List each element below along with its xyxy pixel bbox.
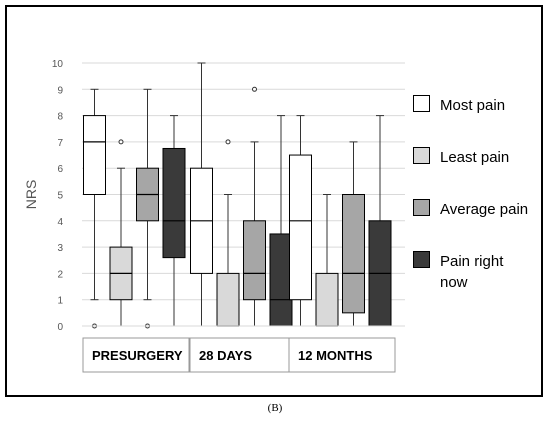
legend-swatch	[413, 95, 430, 112]
y-tick-label: 0	[57, 322, 63, 333]
y-tick-label: 3	[57, 243, 63, 254]
y-tick-label: 1	[57, 296, 63, 307]
category-label-box	[288, 337, 396, 373]
legend-swatch	[413, 199, 430, 216]
legend-item-most-pain: Most pain	[413, 95, 535, 116]
y-tick-label: 9	[57, 85, 63, 96]
y-tick-label: 4	[57, 217, 63, 228]
category-label: PRESURGERY	[92, 348, 183, 363]
outlier-point	[252, 86, 257, 92]
box	[269, 233, 293, 327]
legend-label: Most pain	[440, 97, 506, 114]
box	[83, 115, 106, 195]
legend-item-least-pain: Least pain	[413, 147, 535, 168]
y-tick-label: 5	[57, 191, 63, 202]
y-tick-label: 10	[52, 59, 64, 70]
legend-label: Least pain	[440, 149, 510, 166]
legend-item-average-pain: Average pain	[413, 199, 535, 220]
category-label-box	[82, 337, 190, 373]
box	[315, 272, 339, 327]
legend-label: Pain right now	[440, 253, 504, 291]
y-tick-label: 2	[57, 269, 63, 280]
box	[342, 194, 365, 314]
outlier-point	[225, 139, 231, 145]
box	[216, 272, 240, 327]
y-tick-label: 8	[57, 112, 63, 123]
legend-swatch	[413, 251, 430, 268]
legend-item-pain-right-now: Pain right now	[413, 251, 535, 293]
box	[243, 220, 266, 301]
box	[289, 154, 312, 301]
y-tick-label: 6	[57, 164, 63, 175]
y-tick-label: 7	[57, 138, 63, 149]
legend-swatch	[413, 147, 430, 164]
outlier-point	[118, 139, 124, 145]
legend-label: Average pain	[440, 201, 529, 218]
y-axis-title: NRS	[23, 180, 39, 210]
category-label: 28 DAYS	[199, 348, 252, 363]
figure-caption: (B)	[267, 402, 283, 414]
box	[162, 147, 186, 259]
category-label: 12 MONTHS	[298, 348, 373, 363]
category-label-box	[189, 337, 297, 373]
boxplot-chart: 0 1 2 3 4 5 6 7 8 9 10 NRS PRESURGERY 28 DAYS 12 MONTH…	[23, 59, 405, 373]
